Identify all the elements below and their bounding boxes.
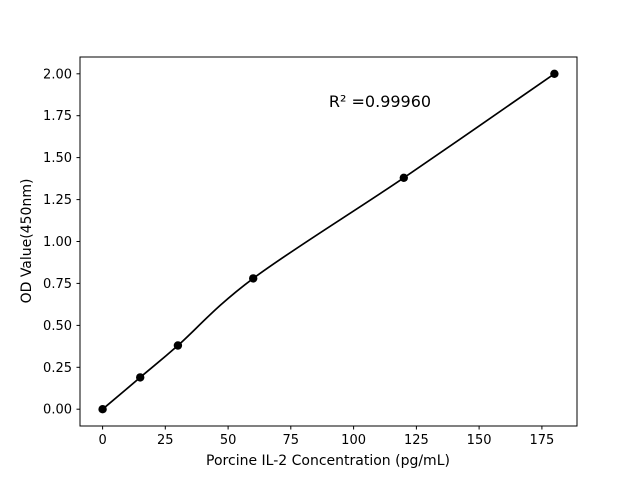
x-tick-label: 175 — [529, 433, 554, 448]
data-point-marker — [136, 373, 145, 382]
y-tick-label: 0.75 — [43, 277, 72, 292]
y-tick-label: 0.25 — [43, 361, 72, 376]
axes-frame — [79, 56, 578, 427]
x-tick-label: 100 — [341, 433, 366, 448]
y-tick-label: 1.00 — [43, 235, 72, 250]
r-squared-annotation: R² =0.99960 — [328, 92, 432, 111]
data-point-marker — [249, 274, 258, 283]
data-point-marker — [98, 405, 107, 414]
x-tick-label: 25 — [157, 433, 174, 448]
data-point-marker — [399, 173, 408, 182]
x-tick-label: 150 — [467, 433, 492, 448]
y-axis-label: OD Value(450nm) — [19, 178, 35, 304]
x-tick-label: 50 — [220, 433, 237, 448]
data-point-marker — [173, 341, 183, 350]
data-point-marker — [550, 69, 559, 79]
y-tick-label: 0.00 — [43, 403, 72, 418]
y-tick-label: 1.75 — [43, 109, 72, 124]
y-tick-label: 1.25 — [43, 193, 72, 208]
x-tick-label: 75 — [283, 433, 300, 448]
y-tick-label: 0.50 — [43, 319, 72, 334]
y-tick-label: 1.50 — [43, 151, 72, 166]
y-tick-label: 2.00 — [43, 67, 72, 82]
x-tick-label: 0 — [98, 433, 106, 448]
fit-curve — [102, 73, 555, 410]
x-tick-label: 125 — [404, 433, 429, 448]
x-axis-label: Porcine IL-2 Concentration (pg/mL) — [206, 453, 450, 469]
